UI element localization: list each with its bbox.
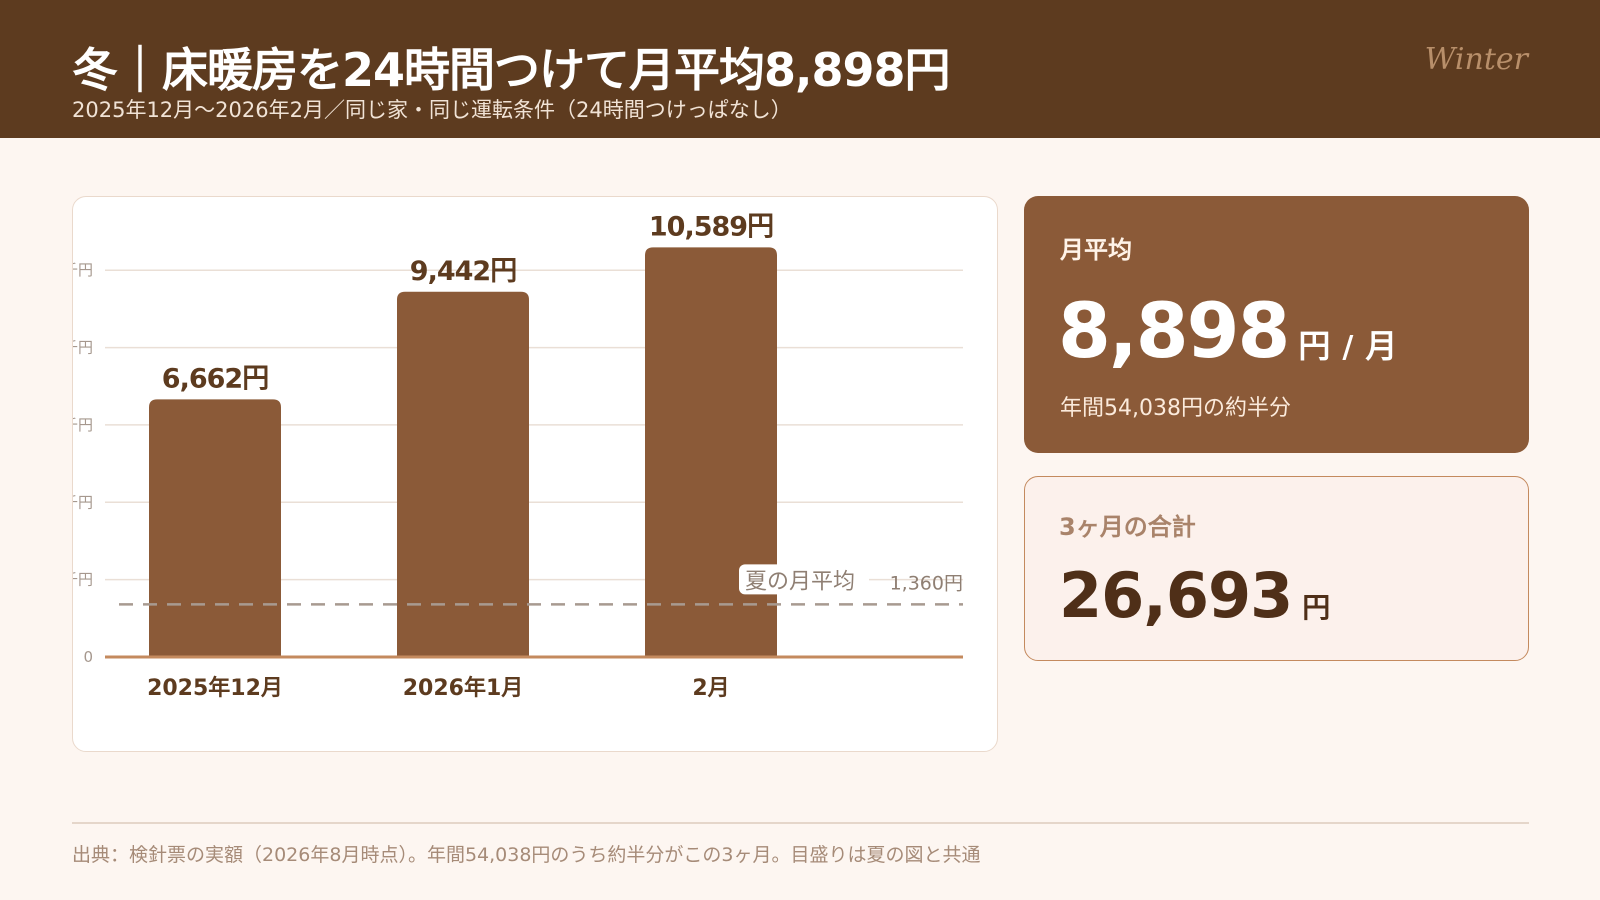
- monthly-average-separator: /: [1342, 330, 1354, 365]
- monthly-average-card: 月平均 8,898 円 / 月 年間54,038円の約半分: [1024, 196, 1529, 453]
- header-bar: 冬｜床暖房を24時間つけて月平均8,898円 2025年12月〜2026年2月／…: [0, 0, 1600, 138]
- source-note: 出典：検針票の実額（2026年8月時点）。年間54,038円のうち約半分がこの3…: [72, 844, 981, 866]
- y-tick-label: 0: [83, 648, 93, 666]
- bar-chart: 0 2千円 4千円 6千円 8千円 10千円 6,662円 2025年12月 9,442円 202…: [73, 211, 963, 701]
- monthly-average-label: 月平均: [1060, 236, 1132, 264]
- y-tick-label: 4千円: [73, 493, 93, 511]
- chart-card: 0 2千円 4千円 6千円 8千円 10千円 6,662円 2025年12月 9,442円 202…: [72, 196, 998, 752]
- y-tick-label: 8千円: [73, 339, 93, 357]
- bar-value-label: 10,589円: [649, 211, 773, 242]
- three-month-total-card: 3ヶ月の合計 26,693 円: [1024, 476, 1529, 661]
- x-tick-label: 2026年1月: [403, 675, 524, 701]
- reference-label-background: [739, 564, 869, 595]
- x-tick-label: 2025年12月: [147, 675, 283, 701]
- bar: [149, 399, 281, 657]
- bar-value-label: 6,662円: [162, 363, 268, 394]
- total-value: 26,693: [1059, 559, 1293, 632]
- reference-value-label: 1,360円: [890, 572, 963, 594]
- monthly-average-value-row: 8,898 円 / 月: [1058, 286, 1397, 375]
- monthly-average-per: 月: [1365, 327, 1398, 365]
- page-subtitle: 2025年12月〜2026年2月／同じ家・同じ運転条件（24時間つけっぱなし）: [72, 98, 792, 122]
- monthly-average-note: 年間54,038円の約半分: [1060, 396, 1291, 421]
- season-label: Winter: [1424, 42, 1528, 77]
- y-tick-label: 10千円: [73, 261, 93, 279]
- total-unit: 円: [1302, 591, 1331, 624]
- page-title: 冬｜床暖房を24時間つけて月平均8,898円: [72, 43, 951, 97]
- bar: [645, 247, 777, 657]
- monthly-average-value: 8,898: [1058, 286, 1290, 375]
- y-tick-label: 2千円: [73, 571, 93, 589]
- y-tick-label: 6千円: [73, 416, 93, 434]
- total-label: 3ヶ月の合計: [1059, 513, 1196, 541]
- bar-value-label: 9,442円: [410, 256, 516, 287]
- monthly-average-unit: 円: [1298, 327, 1331, 365]
- total-value-row: 26,693 円: [1059, 559, 1330, 632]
- footer-divider: [72, 822, 1529, 824]
- reference-label: 夏の月平均: [745, 569, 855, 594]
- x-tick-label: 2月: [692, 676, 729, 701]
- bar: [397, 291, 529, 657]
